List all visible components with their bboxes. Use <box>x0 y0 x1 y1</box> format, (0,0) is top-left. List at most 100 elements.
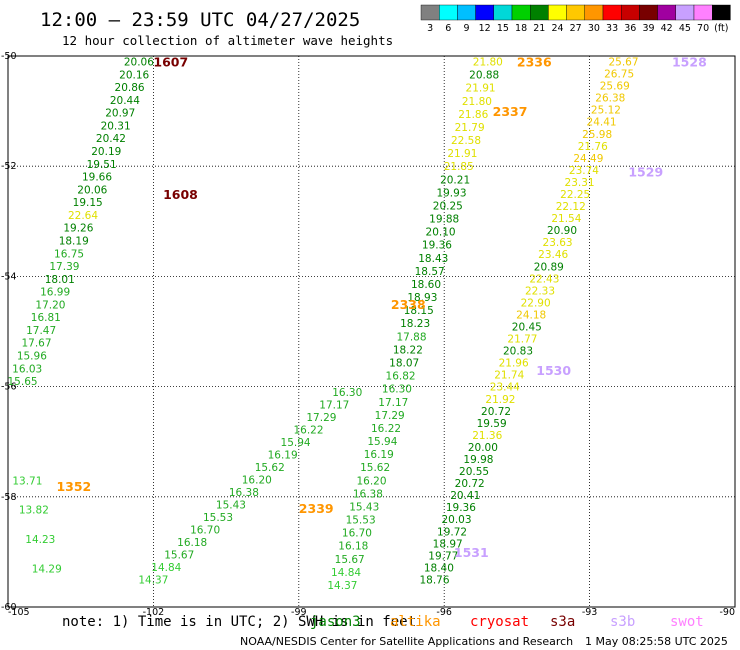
wave-height-value: 18.93 <box>407 292 437 304</box>
colorbar-swatch <box>420 4 440 21</box>
colorbar-tick: 70 <box>697 23 709 34</box>
wave-height-value: 19.36 <box>446 502 476 514</box>
colorbar-swatch <box>657 4 676 21</box>
wave-height-value: 19.51 <box>87 159 117 171</box>
wave-height-value: 20.10 <box>426 227 456 239</box>
pass-label: 1607 <box>153 55 188 70</box>
wave-height-value: 15.62 <box>360 462 390 474</box>
wave-height-value: 15.53 <box>203 512 233 524</box>
wave-height-value: 17.29 <box>306 412 336 424</box>
wave-height-value: 20.72 <box>455 478 485 490</box>
colorbar-tick: 36 <box>624 23 636 34</box>
y-tick-label: -50 <box>1 51 17 62</box>
wave-height-value: 20.90 <box>547 225 577 237</box>
colorbar-tick: 6 <box>445 23 451 34</box>
wave-height-value: 14.84 <box>331 567 361 579</box>
chart-subtitle: 12 hour collection of altimeter wave hei… <box>62 33 393 48</box>
wave-height-value: 16.30 <box>382 384 412 396</box>
colorbar-swatch <box>621 4 640 21</box>
wave-height-value: 26.75 <box>604 69 634 81</box>
wave-height-value: 20.88 <box>469 70 499 82</box>
wave-height-value: 24.18 <box>516 309 546 321</box>
colorbar-swatch <box>712 4 731 21</box>
wave-height-value: 13.82 <box>19 505 49 517</box>
wave-height-value: 16.38 <box>353 488 383 500</box>
wave-height-value: 25.12 <box>591 105 621 117</box>
wave-height-value: 21.85 <box>444 161 474 173</box>
colorbar-tick: 3 <box>427 23 433 34</box>
wave-height-value: 21.54 <box>551 213 581 225</box>
wave-height-value: 20.86 <box>115 82 145 94</box>
wave-height-value: 17.67 <box>21 338 51 350</box>
wave-height-value: 19.93 <box>436 187 466 199</box>
wave-height-value: 18.23 <box>400 318 430 330</box>
colorbar: 3 6 9 12 15 18 21 24 27 30 33 36 39 42 45 70 (ft) <box>420 4 731 34</box>
wave-height-value: 20.16 <box>119 69 149 81</box>
pass-label: 1531 <box>454 545 489 560</box>
pass-label: 1608 <box>163 187 198 202</box>
colorbar-tick: 18 <box>515 23 527 34</box>
colorbar-tick: 24 <box>551 23 563 34</box>
wave-height-value: 19.77 <box>428 550 458 562</box>
wave-height-value: 18.07 <box>389 357 419 369</box>
wave-height-value: 20.44 <box>110 95 140 107</box>
x-tick-label: -90 <box>719 607 735 618</box>
colorbar-swatch <box>457 4 476 21</box>
wave-height-value: 20.03 <box>441 514 471 526</box>
wave-height-value: 15.43 <box>349 501 379 513</box>
wave-height-value: 17.39 <box>49 261 79 273</box>
wave-height-value: 22.64 <box>68 210 98 222</box>
wave-height-value: 24.49 <box>573 153 603 165</box>
pass-label: 2339 <box>299 501 334 516</box>
wave-height-value: 22.90 <box>521 297 551 309</box>
wave-height-value: 14.84 <box>151 562 181 574</box>
wave-height-value: 19.72 <box>437 526 467 538</box>
wave-height-value: 15.94 <box>367 436 397 448</box>
wave-height-value: 21.77 <box>507 334 537 346</box>
wave-height-value: 21.96 <box>499 358 529 370</box>
colorbar-tick: 30 <box>588 23 600 34</box>
wave-height-value: 16.30 <box>332 387 362 399</box>
colorbar-swatch <box>693 4 713 21</box>
colorbar-tick: 39 <box>642 23 654 34</box>
wave-height-value: 16.38 <box>229 487 259 499</box>
legend-entry: s3a <box>550 614 575 630</box>
wave-height-value: 19.26 <box>63 223 93 235</box>
pass-label: 1529 <box>628 165 663 180</box>
wave-height-value: 15.96 <box>17 351 47 363</box>
legend-entry: swot <box>670 614 704 630</box>
wave-height-value: 20.83 <box>503 346 533 358</box>
wave-height-value: 15.94 <box>281 437 311 449</box>
wave-height-value: 19.66 <box>82 172 112 184</box>
colorbar-swatch <box>602 4 622 21</box>
wave-height-value: 17.29 <box>375 410 405 422</box>
wave-height-value: 15.67 <box>335 554 365 566</box>
credit-text: NOAA/NESDIS Center for Satellite Applica… <box>240 635 573 648</box>
wave-height-value: 18.76 <box>419 574 449 586</box>
colorbar-swatch <box>548 4 567 21</box>
wave-height-value: 22.12 <box>556 201 586 213</box>
wave-height-value: 20.00 <box>468 442 498 454</box>
legend-entry: jason3 <box>310 614 361 630</box>
wave-height-value: 21.80 <box>473 57 503 69</box>
wave-height-value: 15.53 <box>346 515 376 527</box>
colorbar-swatch <box>566 4 585 21</box>
axis-ticks: -105 -102 -99 -96 -93 -90 -50 -52 -54 -56 -58 -60 <box>1 51 735 618</box>
y-tick-label: -54 <box>1 271 17 282</box>
pass-label: 2338 <box>391 297 426 312</box>
wave-height-value: 21.76 <box>578 141 608 153</box>
wave-height-value: 18.43 <box>418 253 448 265</box>
wave-height-value: 15.67 <box>164 549 194 561</box>
y-tick-label: -60 <box>1 602 17 613</box>
wave-height-value: 21.74 <box>494 370 524 382</box>
legend-entry: s3b <box>610 614 635 630</box>
wave-height-value: 18.97 <box>433 538 463 550</box>
x-tick-label: -102 <box>143 607 165 618</box>
colorbar-tick: 15 <box>497 23 509 34</box>
wave-height-value: 21.80 <box>462 96 492 108</box>
wave-height-value: 18.22 <box>393 344 423 356</box>
wave-height-value: 20.72 <box>481 406 511 418</box>
x-tick-label: -96 <box>436 607 452 618</box>
wave-height-value: 20.42 <box>96 133 126 145</box>
